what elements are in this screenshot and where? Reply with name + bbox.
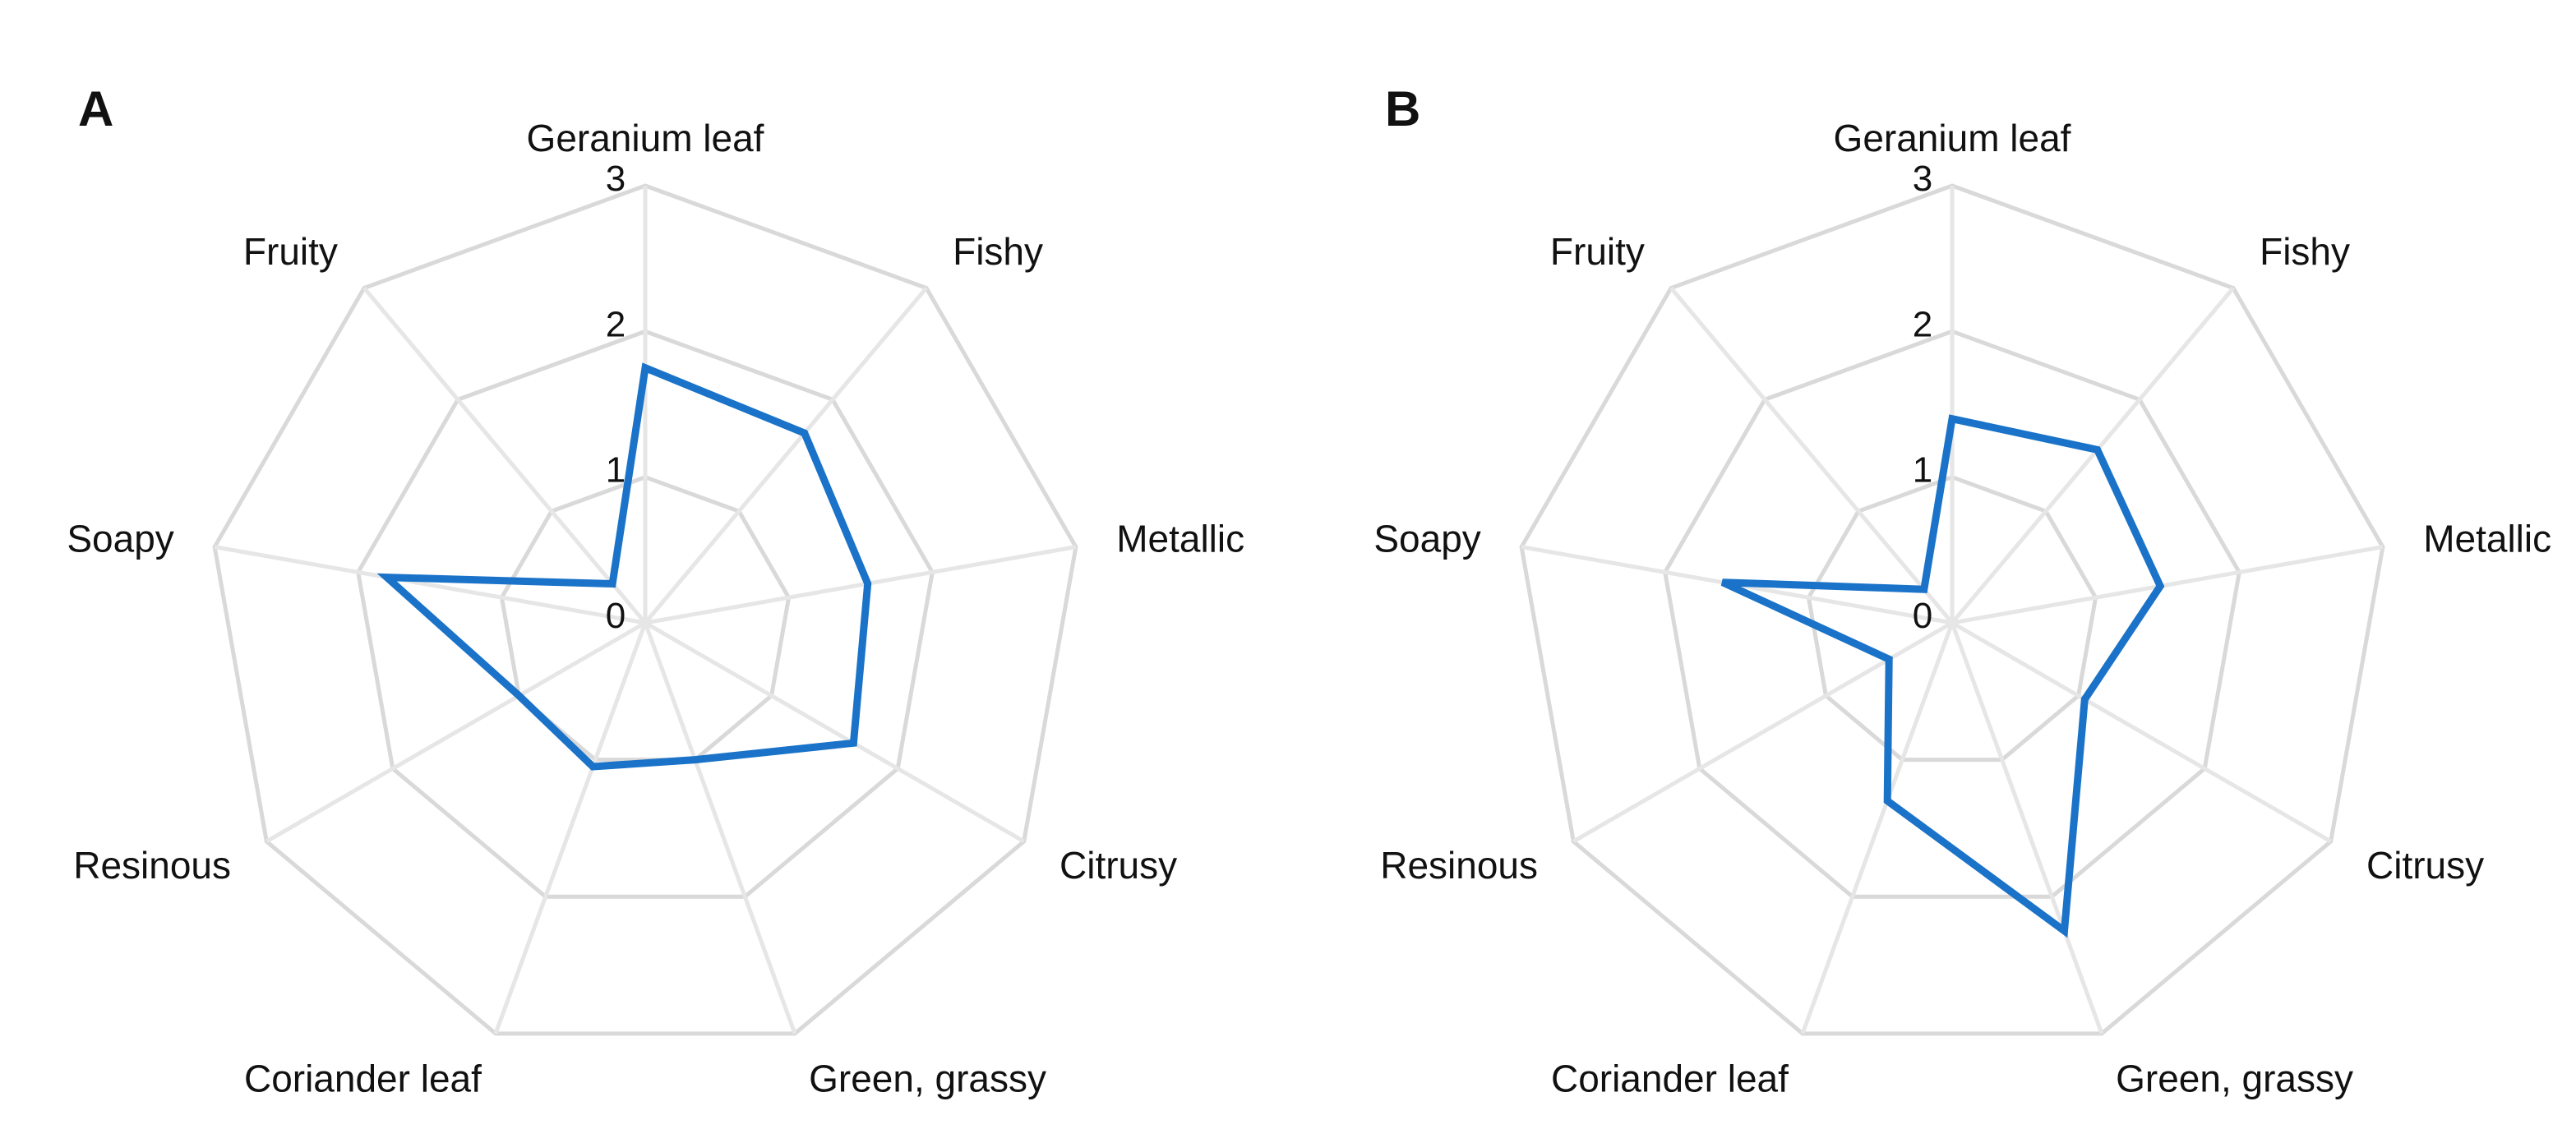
axis-label-soapy: Soapy (1373, 518, 1480, 560)
tick-label-1: 1 (1913, 450, 1932, 491)
grid-spoke-3 (644, 620, 1025, 844)
grid-spoke-2 (644, 545, 1077, 625)
tick-label-1: 1 (606, 450, 626, 491)
radar-panel-b: B 0 1 2 3 Geranium leaf Fishy Metallic C… (1373, 81, 2551, 1099)
axis-label-fishy: Fishy (953, 230, 1043, 273)
panel-letter: A (78, 81, 113, 136)
grid-spoke-2 (1951, 545, 2384, 625)
grid-spoke-5 (493, 622, 648, 1035)
axis-label-citrusy: Citrusy (2366, 844, 2484, 887)
grid-spoke-4 (643, 622, 797, 1035)
tick-label-2: 2 (1913, 304, 1932, 344)
tick-label-0: 0 (606, 596, 626, 636)
grid-ring-2 (356, 329, 935, 899)
radial-tick-labels: 0 1 2 3 (606, 159, 626, 636)
axis-label-green-grassy: Green, grassy (809, 1057, 1046, 1099)
radar-grid (212, 183, 1078, 1036)
axis-label-fruity: Fruity (1550, 230, 1645, 273)
grid-ring-3 (1519, 183, 2385, 1036)
tick-label-3: 3 (606, 159, 626, 199)
grid-spoke-3 (1950, 620, 2332, 844)
axis-label-green-grassy: Green, grassy (2116, 1057, 2353, 1099)
radar-panel-a: A 0 1 2 3 Geranium leaf Fishy Metallic C… (67, 81, 1244, 1099)
axis-label-coriander-leaf: Coriander leaf (244, 1057, 482, 1099)
radar-grid (1519, 183, 2385, 1036)
grid-spoke-8 (362, 286, 647, 624)
tick-label-0: 0 (1913, 596, 1932, 636)
axis-label-resinous: Resinous (1380, 844, 1538, 887)
grid-spoke-1 (644, 286, 928, 624)
grid-spoke-6 (265, 620, 647, 844)
axis-label-resinous: Resinous (73, 844, 231, 887)
axis-label-coriander-leaf: Coriander leaf (1551, 1057, 1789, 1099)
axis-label-citrusy: Citrusy (1059, 844, 1177, 887)
grid-ring-2 (1663, 329, 2241, 899)
panel-letter: B (1385, 81, 1420, 136)
axis-labels: Geranium leaf Fishy Metallic Citrusy Gre… (1373, 117, 2551, 1099)
axis-labels: Geranium leaf Fishy Metallic Citrusy Gre… (67, 117, 1244, 1099)
grid-spoke-8 (1669, 286, 1954, 624)
axis-label-geranium-leaf: Geranium leaf (1834, 117, 2071, 159)
grid-spoke-7 (214, 545, 646, 625)
grid-spoke-5 (1800, 622, 1955, 1035)
axis-label-fruity: Fruity (243, 230, 338, 273)
series-line (1720, 414, 2165, 938)
grid-spoke-4 (1950, 622, 2104, 1035)
grid-ring-3 (212, 183, 1078, 1036)
radial-tick-labels: 0 1 2 3 (1913, 159, 1932, 636)
series-line (376, 362, 872, 771)
axis-label-soapy: Soapy (67, 518, 173, 560)
axis-label-metallic: Metallic (1116, 518, 1244, 560)
grid-spoke-1 (1950, 286, 2235, 624)
tick-label-2: 2 (606, 304, 626, 344)
axis-label-metallic: Metallic (2423, 518, 2551, 560)
tick-label-3: 3 (1913, 159, 1932, 199)
axis-label-geranium-leaf: Geranium leaf (527, 117, 764, 159)
grid-ring-1 (1806, 475, 2098, 763)
axis-label-fishy: Fishy (2260, 230, 2350, 273)
